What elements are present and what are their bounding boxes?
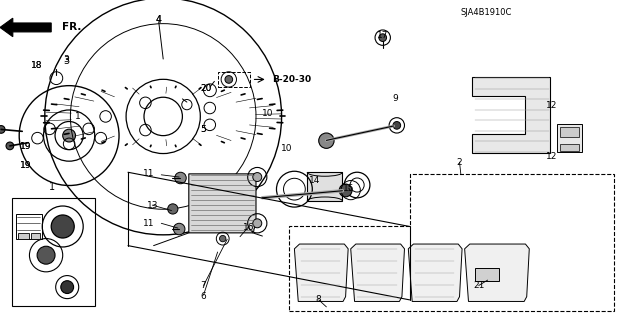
- Text: 11: 11: [143, 219, 154, 228]
- Circle shape: [339, 184, 352, 197]
- Polygon shape: [351, 244, 404, 301]
- Text: 12: 12: [546, 152, 557, 161]
- Circle shape: [319, 133, 334, 148]
- Text: 5: 5: [201, 125, 206, 134]
- Text: 12: 12: [546, 101, 557, 110]
- Text: 6: 6: [201, 292, 206, 301]
- Circle shape: [0, 126, 5, 133]
- Text: 19: 19: [20, 161, 31, 170]
- Polygon shape: [557, 124, 582, 152]
- Text: 11: 11: [143, 169, 154, 178]
- Text: 3: 3: [63, 56, 69, 66]
- Text: 1: 1: [49, 182, 56, 192]
- Polygon shape: [475, 268, 499, 281]
- Text: 16: 16: [243, 223, 254, 232]
- Text: 2: 2: [457, 158, 462, 167]
- Text: FR.: FR.: [62, 22, 81, 33]
- Text: 18: 18: [31, 61, 43, 70]
- Text: 10: 10: [262, 109, 273, 118]
- Text: 3: 3: [63, 55, 68, 64]
- Polygon shape: [294, 244, 348, 301]
- Polygon shape: [472, 77, 550, 153]
- Circle shape: [379, 34, 387, 41]
- Text: 19: 19: [20, 161, 31, 170]
- Circle shape: [6, 142, 13, 150]
- Text: 10: 10: [281, 144, 292, 153]
- Polygon shape: [465, 244, 529, 301]
- Polygon shape: [560, 127, 579, 137]
- Polygon shape: [31, 233, 40, 239]
- Circle shape: [63, 129, 76, 142]
- Bar: [218, 72, 250, 87]
- Circle shape: [253, 219, 262, 228]
- Circle shape: [51, 215, 74, 238]
- Circle shape: [175, 172, 186, 184]
- Text: 19: 19: [20, 142, 31, 151]
- Text: 1: 1: [76, 112, 81, 121]
- Circle shape: [173, 223, 185, 235]
- Circle shape: [168, 204, 178, 214]
- Polygon shape: [18, 233, 29, 239]
- Text: 15: 15: [343, 184, 355, 193]
- Text: 19: 19: [20, 142, 31, 151]
- Polygon shape: [307, 172, 342, 201]
- Circle shape: [393, 122, 401, 129]
- Text: 13: 13: [147, 201, 158, 210]
- Text: 21: 21: [473, 281, 484, 290]
- Circle shape: [37, 246, 55, 264]
- Text: 20: 20: [200, 84, 212, 93]
- Text: 20: 20: [200, 84, 212, 93]
- Text: 17: 17: [377, 31, 388, 40]
- Circle shape: [220, 235, 226, 242]
- Text: 18: 18: [31, 61, 43, 70]
- Text: 14: 14: [309, 176, 321, 185]
- Polygon shape: [0, 18, 51, 37]
- Text: SJA4B1910C: SJA4B1910C: [461, 8, 512, 17]
- Circle shape: [253, 173, 262, 182]
- Circle shape: [225, 76, 233, 83]
- Polygon shape: [560, 144, 579, 151]
- Polygon shape: [189, 174, 256, 233]
- Circle shape: [61, 281, 74, 293]
- Text: B-20-30: B-20-30: [271, 75, 311, 84]
- Text: 8: 8: [316, 295, 321, 304]
- Text: 7: 7: [201, 281, 206, 290]
- Text: 9: 9: [393, 94, 398, 103]
- Text: 4: 4: [156, 15, 161, 24]
- Text: 4: 4: [156, 15, 162, 25]
- Text: 5: 5: [201, 125, 206, 134]
- Polygon shape: [408, 244, 462, 301]
